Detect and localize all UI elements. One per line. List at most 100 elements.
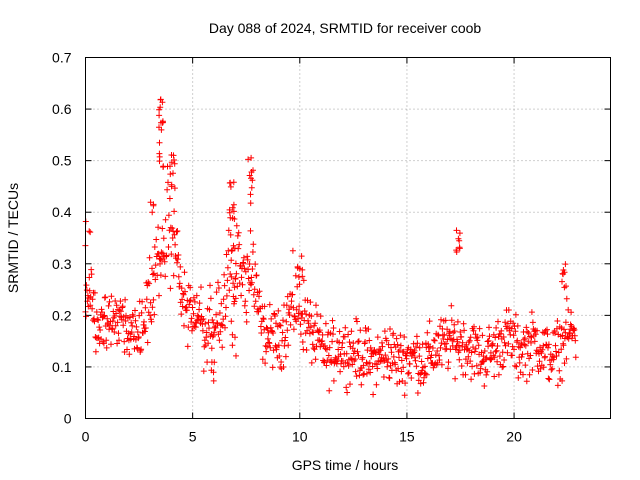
data-point-marker [499, 349, 506, 356]
data-point-marker [527, 333, 534, 340]
data-point-marker [189, 304, 196, 311]
data-point-marker [95, 317, 102, 324]
data-point-marker [266, 301, 273, 308]
data-point-marker [335, 346, 342, 353]
data-point-marker [476, 325, 483, 332]
data-point-marker [529, 319, 536, 326]
data-point-marker [218, 321, 225, 328]
data-point-marker [561, 284, 568, 291]
data-point-marker [86, 228, 93, 235]
data-point-marker [164, 186, 171, 193]
data-point-marker [401, 334, 408, 340]
data-point-marker [510, 332, 517, 339]
data-point-marker [267, 344, 274, 351]
data-point-marker [251, 303, 258, 310]
data-point-marker [149, 271, 156, 278]
data-point-marker [247, 227, 254, 234]
data-point-marker [347, 381, 353, 388]
data-point-marker [269, 328, 276, 335]
data-point-marker [312, 356, 319, 363]
data-point-marker [289, 247, 296, 254]
data-point-marker [258, 330, 265, 336]
data-point-marker [512, 311, 519, 318]
data-point-marker [412, 357, 419, 364]
data-point-marker [467, 358, 474, 365]
data-point-marker [494, 343, 501, 349]
x-tick-label: 15 [399, 429, 415, 445]
data-point-marker [446, 328, 453, 335]
y-tick-label: 0.4 [52, 204, 72, 220]
data-point-marker [413, 344, 419, 350]
data-point-marker [161, 258, 168, 265]
data-point-marker [487, 356, 494, 363]
data-point-marker [273, 320, 279, 327]
data-point-marker [205, 340, 212, 347]
data-point-marker [167, 163, 173, 170]
data-point-marker [231, 284, 238, 291]
data-point-marker [297, 331, 304, 338]
data-point-marker [181, 322, 187, 329]
data-point-marker [471, 348, 478, 355]
data-point-marker [431, 337, 438, 344]
data-point-marker [539, 329, 546, 336]
data-point-marker [179, 296, 186, 303]
y-tick-labels: 0 0.1 0.2 0.3 0.4 0.5 0.6 0.7 [52, 50, 72, 427]
data-point-marker [352, 356, 359, 363]
data-point-marker [239, 281, 246, 288]
data-point-marker [304, 327, 311, 334]
data-point-marker [555, 349, 562, 356]
data-point-marker [210, 377, 217, 384]
data-point-marker [350, 340, 357, 347]
data-point-marker [126, 314, 133, 321]
data-point-marker [483, 354, 490, 361]
data-point-marker [385, 355, 392, 362]
data-point-marker [224, 264, 231, 271]
data-point-marker [156, 112, 163, 119]
data-point-marker [184, 343, 191, 350]
data-point-marker [296, 265, 303, 272]
data-point-marker [168, 183, 175, 190]
data-point-marker [411, 347, 418, 354]
data-point-marker [165, 244, 172, 250]
data-point-marker [444, 326, 451, 333]
data-point-marker [400, 348, 407, 355]
y-axis-label: SRMTID / TECUs [5, 183, 21, 293]
data-point-marker [486, 333, 493, 340]
y-tick-label: 0.7 [52, 50, 72, 66]
data-point-marker [290, 326, 297, 333]
data-point-marker [545, 344, 551, 351]
data-point-marker [134, 329, 141, 335]
data-point-marker [297, 321, 304, 328]
data-point-marker [504, 349, 511, 356]
data-point-marker [319, 331, 326, 338]
data-point-marker [97, 327, 104, 333]
data-point-marker [146, 280, 153, 287]
data-point-marker [432, 352, 439, 358]
data-point-marker [373, 381, 380, 388]
grid-lines [85, 57, 611, 419]
data-point-marker [120, 322, 127, 329]
data-point-marker [554, 318, 561, 324]
data-point-marker [372, 350, 379, 356]
data-point-marker [353, 373, 360, 380]
data-point-marker [521, 335, 528, 342]
data-point-marker [283, 318, 290, 325]
data-point-marker [437, 344, 444, 351]
y-tick-label: 0.2 [52, 307, 72, 323]
data-point-marker [540, 364, 547, 371]
data-point-marker [429, 345, 436, 351]
data-point-marker [357, 327, 364, 334]
data-point-marker [400, 364, 407, 371]
data-point-marker [376, 346, 383, 353]
data-point-marker [344, 389, 351, 396]
x-tick-label: 20 [506, 429, 522, 445]
data-point-marker [178, 285, 185, 292]
data-point-marker [88, 271, 95, 278]
data-point-marker [453, 249, 460, 255]
data-point-marker [187, 297, 194, 304]
data-point-marker [232, 260, 239, 267]
data-point-marker [228, 273, 235, 280]
data-point-marker [445, 359, 452, 366]
data-point-marker [116, 337, 122, 344]
data-point-marker [247, 200, 254, 207]
